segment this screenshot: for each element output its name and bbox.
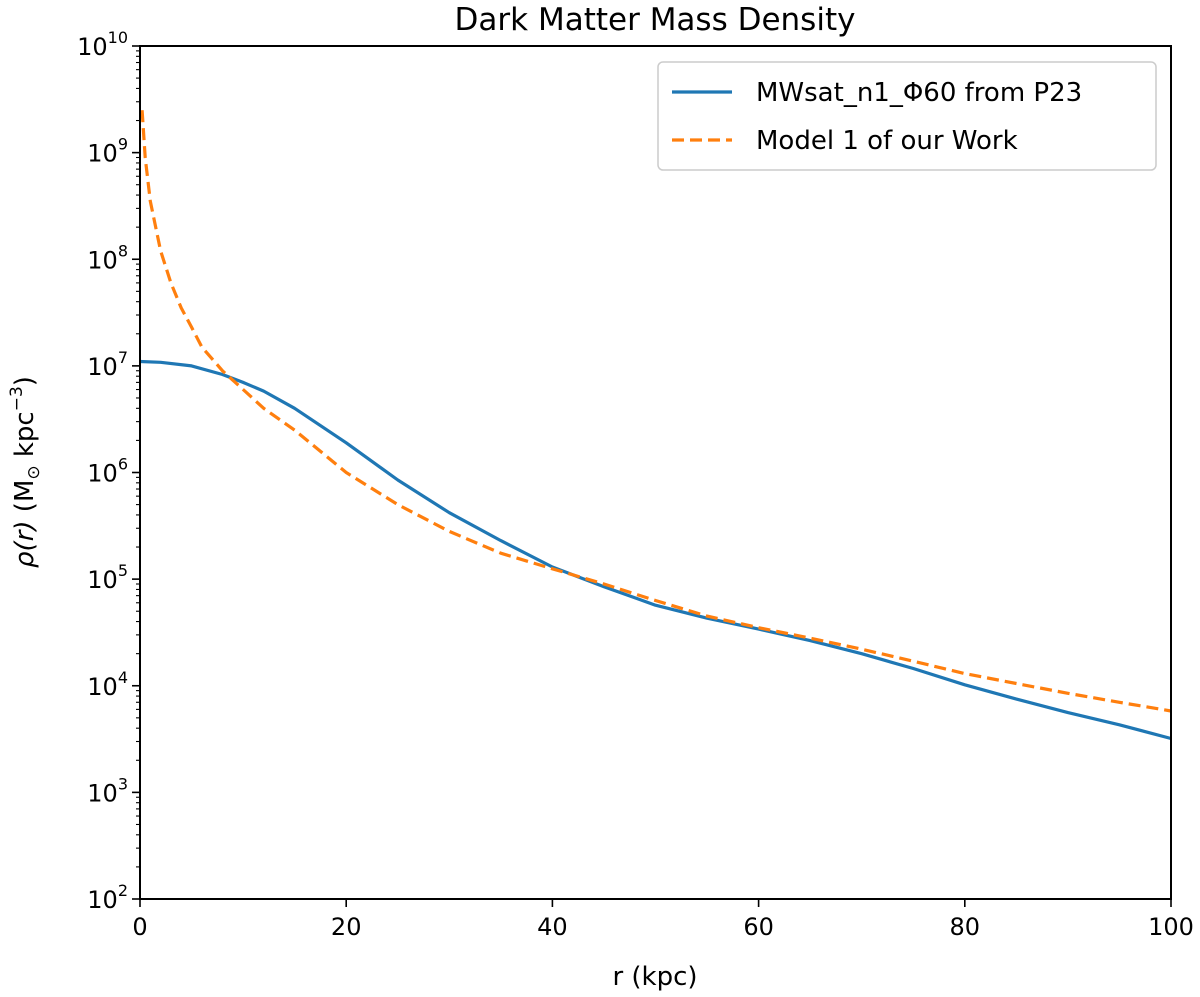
y-tick-label-exp-3: 5 (118, 561, 128, 580)
legend-box (657, 61, 1157, 171)
y-axis-label-unit-sup: −3 (7, 386, 27, 411)
y-tick-label-exp-8: 10 (108, 28, 128, 47)
y-axis-label-symbol: ρ(r) (10, 520, 40, 567)
y-tick-label-8: 1010 (77, 28, 128, 61)
y-tick-label-base-3: 10 (87, 566, 118, 594)
y-tick-label-base-7: 10 (87, 140, 118, 168)
y-tick-label-exp-6: 8 (118, 241, 128, 260)
plot-curves (139, 110, 1172, 741)
y-tick-label-exp-2: 4 (118, 668, 128, 687)
y-tick-label-exp-1: 3 (118, 774, 128, 793)
y-tick-label-base-4: 10 (87, 460, 118, 488)
y-axis-label: ρ(r) (M⊙ kpc−3) (7, 376, 44, 568)
y-tick-label-4: 106 (87, 455, 128, 488)
y-axis-label-unit-close: ) (10, 376, 40, 386)
y-tick-label-3: 105 (87, 561, 128, 594)
legend-label-0: MWsat_n1_Φ60 from P23 (756, 78, 1082, 108)
y-tick-label-exp-0: 2 (118, 881, 128, 900)
y-axis-label-unit-sub: ⊙ (24, 465, 44, 479)
y-tick-label-base-5: 10 (87, 353, 118, 381)
x-tick-label-3: 60 (743, 913, 774, 941)
plot-frame (139, 45, 1172, 900)
y-tick-label-base-2: 10 (87, 673, 118, 701)
x-tick-label-4: 80 (950, 913, 981, 941)
y-tick-label-base-8: 10 (77, 33, 108, 61)
y-tick-label-7: 109 (87, 135, 128, 168)
y-tick-label-exp-4: 6 (118, 455, 128, 474)
y-tick-label-0: 102 (87, 881, 128, 914)
y-tick-label-2: 104 (87, 668, 128, 701)
x-axis-ticks: 0 20 40 60 80 100 (132, 899, 1194, 941)
x-tick-label-2: 40 (537, 913, 568, 941)
x-tick-label-0: 0 (132, 913, 147, 941)
x-tick-label-1: 20 (331, 913, 362, 941)
y-tick-label-1: 103 (87, 774, 128, 807)
y-axis-label-unit-open: (M (10, 480, 40, 513)
y-axis-label-space (10, 512, 40, 520)
y-tick-label-6: 108 (87, 241, 128, 274)
y-tick-label-base-0: 10 (87, 886, 118, 914)
x-tick-label-5: 100 (1148, 913, 1194, 941)
legend-label-1: Model 1 of our Work (756, 126, 1018, 156)
y-tick-label-5: 107 (87, 348, 128, 381)
y-tick-label-exp-5: 7 (118, 348, 128, 367)
y-tick-label-base-6: 10 (87, 246, 118, 274)
chart-title: Dark Matter Mass Density (455, 2, 856, 38)
x-axis-label: r (kpc) (612, 962, 697, 992)
legend: MWsat_n1_Φ60 from P23 Model 1 of our Wor… (657, 61, 1157, 171)
y-tick-label-base-1: 10 (87, 779, 118, 807)
y-tick-label-exp-7: 9 (118, 135, 128, 154)
y-axis-label-unit-mid: kpc (10, 411, 40, 465)
